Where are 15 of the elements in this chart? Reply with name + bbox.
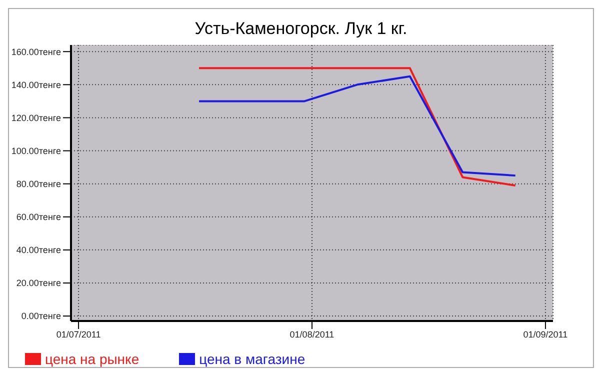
y-tick-label: 140.00тенге [11, 80, 61, 90]
x-tick-label: 01/08/2011 [290, 329, 334, 340]
legend-label: цена в магазине [198, 351, 306, 367]
y-tick-label: 20.00тенге [16, 278, 61, 288]
chart-title: Усть-Каменогорск. Лук 1 кг. [194, 18, 408, 40]
x-tick-label: 01/09/2011 [523, 329, 568, 340]
y-tick-label: 100.00тенге [11, 146, 61, 156]
x-tick-label: 01/07/2011 [56, 329, 101, 340]
y-tick-label: 60.00тенге [16, 212, 61, 222]
y-tick-label: 120.00тенге [11, 112, 61, 123]
y-tick-label: 80.00тенге [16, 179, 61, 190]
y-tick-label: 0.00тенге [21, 311, 61, 322]
legend-label: цена на рынке [44, 351, 140, 367]
y-tick-label: 40.00тенге [16, 245, 61, 256]
y-tick-label: 160.00тенге [11, 46, 61, 57]
